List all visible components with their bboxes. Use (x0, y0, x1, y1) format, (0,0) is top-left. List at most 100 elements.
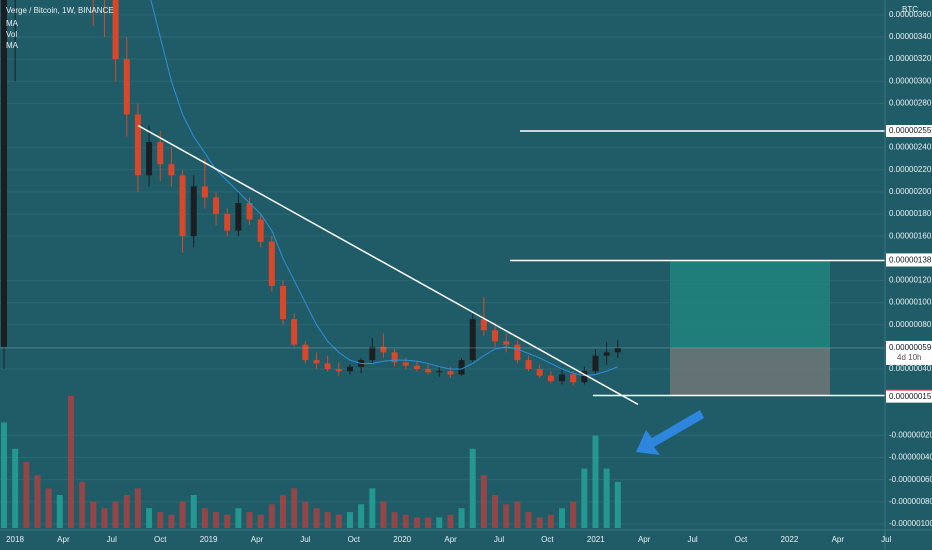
x-tick-label: Apr (57, 535, 70, 544)
candle-body (559, 374, 565, 382)
volume-bar (34, 475, 41, 528)
current-price-label: 0.00000059 (889, 343, 932, 352)
y-tick-label: -0.00000040 (889, 453, 932, 462)
x-tick-label: 2019 (200, 535, 218, 544)
y-tick-label: 0.00000280 (889, 98, 932, 107)
chart-title: Verge / Bitcoin, 1W, BINANCE (6, 6, 114, 15)
candle-body (123, 59, 130, 115)
volume-bar (157, 512, 164, 528)
volume-bar (246, 512, 253, 528)
x-tick-label: Jul (881, 535, 891, 544)
x-tick-label: Apr (251, 535, 264, 544)
candle-body (425, 368, 432, 373)
candle-body (224, 214, 231, 231)
volume-bar (23, 462, 30, 528)
candle-body (547, 375, 554, 382)
volume-bar (224, 514, 231, 528)
volume-bar (425, 517, 432, 528)
x-tick-label: 2020 (393, 535, 411, 544)
candle-body (503, 341, 510, 345)
y-tick-label: 0.00000180 (889, 209, 932, 218)
x-tick-label: 2021 (587, 535, 605, 544)
x-tick-label: 2022 (781, 535, 799, 544)
volume-bar (45, 488, 52, 528)
candle-body (514, 344, 521, 361)
volume-bar (101, 508, 108, 528)
x-tick-label: Apr (832, 535, 845, 544)
y-tick-label: 0.00000340 (889, 32, 932, 41)
candle-body (581, 371, 588, 383)
candle-body (458, 360, 465, 375)
volume-bar (112, 501, 119, 528)
candle-body (157, 142, 164, 165)
candle-body (480, 319, 487, 331)
y-tick-label: -0.00000020 (889, 430, 932, 439)
candle-body (369, 346, 376, 361)
price-panel (0, 0, 885, 406)
x-tick-label: Oct (154, 535, 167, 544)
y-tick-label: 0.00000220 (889, 165, 932, 174)
candle-body (592, 355, 599, 372)
volume-bar (547, 514, 554, 528)
x-tick-label: Oct (541, 535, 554, 544)
volume-bar (614, 481, 621, 528)
volume-bar (335, 514, 342, 528)
volume-bar (525, 512, 532, 528)
volume-bar (257, 514, 264, 528)
volume-bar (447, 514, 454, 528)
volume-bar (559, 508, 565, 528)
volume-bar (536, 517, 543, 528)
candle-body (413, 365, 420, 369)
volume-bar (268, 504, 275, 528)
candle-body (291, 319, 298, 345)
volume-bar (1, 422, 7, 528)
y-tick-label: 0.00000320 (889, 54, 932, 63)
candle-body (190, 186, 197, 237)
volume-bar (380, 501, 387, 528)
y-tick-label: -0.00000100 (889, 519, 932, 528)
candle-body (257, 219, 264, 242)
indicator-label: Vol (6, 30, 17, 39)
volume-bar (12, 448, 19, 528)
volume-panel (1, 396, 621, 528)
volume-bar (570, 501, 577, 528)
y-tick-label: -0.00000060 (889, 475, 932, 484)
volume-bar (291, 488, 298, 528)
y-tick-label: 0.00000120 (889, 276, 932, 285)
y-tick-label: 0.00000040 (889, 364, 932, 373)
volume-bar (358, 504, 365, 528)
trendline (137, 124, 639, 406)
candle-body (402, 362, 409, 366)
volume-bar (146, 508, 153, 528)
ma-line (150, 0, 618, 377)
price-tag-label: 0.00000015 (889, 392, 932, 401)
volume-bar (79, 481, 86, 528)
volume-bar (168, 514, 175, 528)
indicator-label: MA (6, 41, 19, 50)
volume-bar (402, 514, 409, 528)
volume-bar (458, 508, 465, 528)
candle-body (324, 363, 331, 369)
candle-body (179, 175, 186, 237)
volume-bar (201, 508, 208, 528)
x-tick-label: Apr (638, 535, 651, 544)
volume-bar (581, 468, 588, 528)
x-tick-label: Oct (348, 535, 361, 544)
candle-body (134, 114, 141, 176)
candle-body (346, 366, 353, 372)
volume-bar (313, 508, 320, 528)
volume-bar (213, 512, 220, 528)
candle-body (280, 285, 286, 320)
candle-body (436, 371, 443, 373)
candle-body (168, 164, 175, 176)
volume-bar (190, 495, 197, 528)
volume-bar (324, 512, 331, 528)
candle-body (268, 241, 275, 286)
x-tick-label: Jul (300, 535, 310, 544)
price-tag-label: 0.00000138 (889, 256, 932, 265)
stop-zone (670, 347, 830, 396)
candle-body (603, 352, 610, 356)
target-zone (670, 260, 830, 348)
volume-bar (391, 512, 398, 528)
